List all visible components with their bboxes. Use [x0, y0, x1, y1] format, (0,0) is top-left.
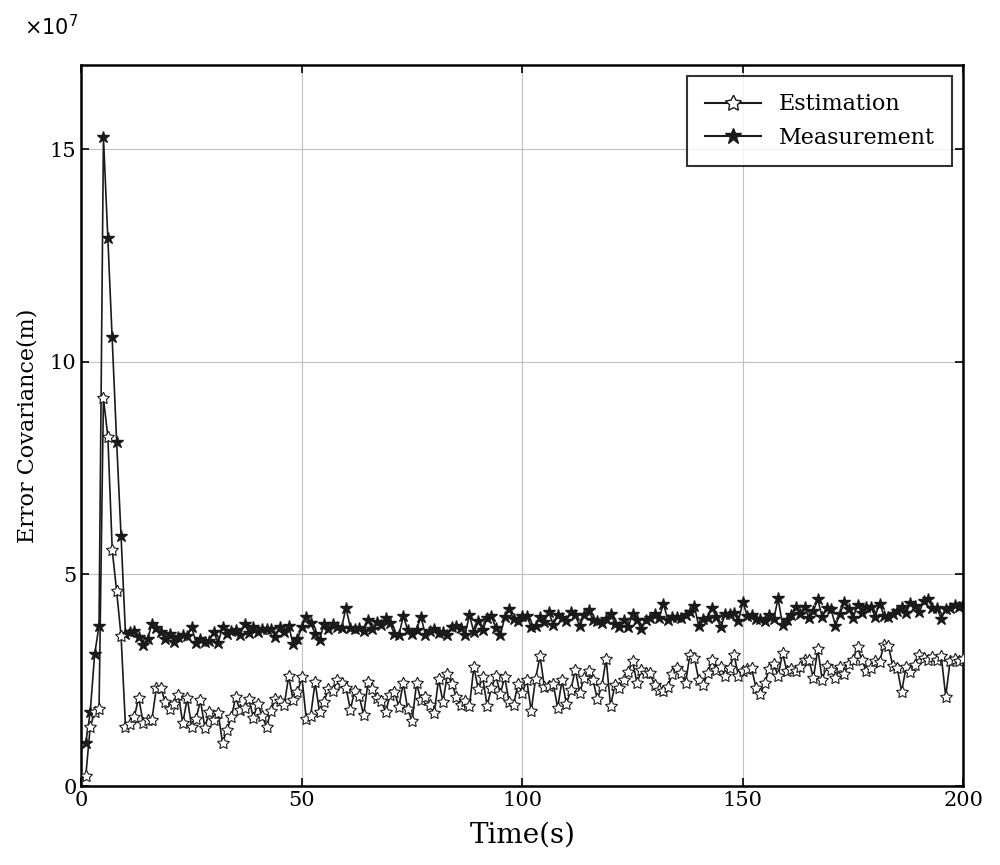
Estimation	[318, 696, 330, 707]
Estimation	[918, 652, 930, 663]
Measurement	[119, 629, 131, 639]
Estimation	[80, 771, 92, 781]
Estimation	[247, 713, 259, 723]
Legend: Estimation, Measurement: Estimation, Measurement	[687, 75, 952, 166]
Y-axis label: Error Covariance(m): Error Covariance(m)	[17, 308, 39, 542]
Estimation	[887, 661, 899, 671]
Measurement	[137, 639, 149, 650]
Estimation	[119, 721, 131, 732]
Line: Measurement: Measurement	[80, 131, 970, 749]
Line: Estimation: Estimation	[80, 392, 970, 782]
Estimation	[957, 654, 969, 664]
Measurement	[957, 599, 969, 610]
Estimation	[97, 394, 109, 404]
Measurement	[97, 131, 109, 142]
Measurement	[247, 622, 259, 632]
Text: $\times 10^7$: $\times 10^7$	[24, 15, 78, 40]
Measurement	[80, 738, 92, 748]
X-axis label: Time(s): Time(s)	[469, 822, 575, 849]
Measurement	[318, 618, 330, 629]
Measurement	[918, 596, 930, 606]
Measurement	[887, 609, 899, 619]
Estimation	[137, 717, 149, 727]
